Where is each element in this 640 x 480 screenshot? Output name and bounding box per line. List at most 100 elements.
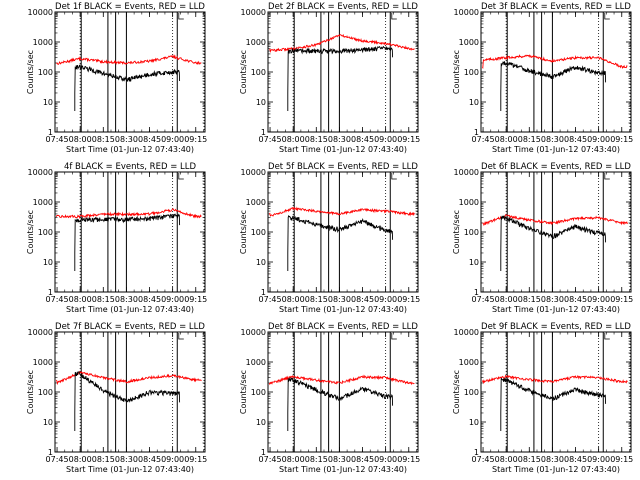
x-tick-label: 07:45 <box>259 295 282 304</box>
x-tick-label: 08:30 <box>541 135 564 144</box>
y-axis-label: Counts/sec <box>452 370 461 414</box>
y-tick-label: 10000 <box>241 168 266 177</box>
detector-panel: Det 5f BLACK = Events, RED = LLD 1 10 100 10… <box>239 162 420 314</box>
x-tick-label: 08:15 <box>305 135 328 144</box>
y-tick-label: 100 <box>464 68 479 77</box>
detector-panel: Det 6f BLACK = Events, RED = LLD 1 10 100 10… <box>452 162 633 314</box>
panel-title: Det 9f BLACK = Events, RED = LLD <box>481 322 631 332</box>
x-tick-label: 07:45 <box>46 135 69 144</box>
x-tick-label: 08:45 <box>351 455 374 464</box>
plot-frame <box>480 171 632 293</box>
plot-frame <box>267 11 419 133</box>
y-tick-label: 1 <box>48 448 53 457</box>
detector-panel: Det 7f BLACK = Events, RED = LLD 1 10 100 10… <box>26 322 207 474</box>
y-tick-label: 10 <box>469 98 479 107</box>
x-tick-label: 07:45 <box>472 455 495 464</box>
x-tick-label: 08:15 <box>92 455 115 464</box>
x-tick-label: 08:00 <box>495 135 518 144</box>
panel-title: Det 1f BLACK = Events, RED = LLD <box>55 2 205 12</box>
y-tick-label: 1 <box>474 128 479 137</box>
x-tick-label: 08:15 <box>518 295 541 304</box>
y-tick-label: 1000 <box>459 38 479 47</box>
events-series-line <box>74 371 181 431</box>
x-axis-label: Start Time (01-Jun-12 07:43:40) <box>492 465 620 474</box>
x-tick-label: 08:15 <box>518 135 541 144</box>
panel-title: Det 2f BLACK = Events, RED = LLD <box>268 2 418 12</box>
y-tick-label: 10000 <box>28 168 53 177</box>
x-tick-label: 08:45 <box>138 455 161 464</box>
y-tick-label: 1 <box>48 288 53 297</box>
x-tick-label: 08:30 <box>328 455 351 464</box>
events-series-line <box>500 61 607 111</box>
x-tick-label: 08:00 <box>69 295 92 304</box>
x-tick-label: 09:00 <box>587 295 610 304</box>
y-tick-label: 1000 <box>33 198 53 207</box>
panel-title: Det 7f BLACK = Events, RED = LLD <box>55 322 205 332</box>
marker-flag <box>604 173 610 180</box>
plot-frame <box>480 331 632 453</box>
x-tick-label: 08:30 <box>541 295 564 304</box>
y-tick-label: 1000 <box>246 38 266 47</box>
x-tick-label: 09:15 <box>184 295 207 304</box>
x-tick-label: 08:30 <box>328 295 351 304</box>
y-tick-label: 1000 <box>459 358 479 367</box>
x-tick-label: 07:45 <box>472 135 495 144</box>
marker-flag <box>178 173 184 180</box>
y-tick-label: 10000 <box>28 328 53 337</box>
marker-flag <box>178 333 184 340</box>
x-axis-label: Start Time (01-Jun-12 07:43:40) <box>66 305 194 314</box>
y-axis-label: Counts/sec <box>239 370 248 414</box>
lld-series-line <box>481 374 628 385</box>
x-tick-label: 08:15 <box>305 455 328 464</box>
y-tick-label: 1 <box>48 128 53 137</box>
x-tick-label: 08:45 <box>351 135 374 144</box>
y-axis-label: Counts/sec <box>452 210 461 254</box>
y-tick-label: 1 <box>474 448 479 457</box>
y-tick-label: 1000 <box>33 358 53 367</box>
x-tick-label: 08:45 <box>564 135 587 144</box>
events-series-line <box>74 213 181 271</box>
x-tick-label: 09:15 <box>397 455 420 464</box>
x-tick-label: 08:30 <box>328 135 351 144</box>
panel-title: Det 5f BLACK = Events, RED = LLD <box>268 162 418 172</box>
lld-series-line <box>55 54 202 66</box>
plot-frame <box>267 331 419 453</box>
x-tick-label: 08:30 <box>115 295 138 304</box>
y-tick-label: 10000 <box>28 8 53 17</box>
detector-panel: 4f BLACK = Events, RED = LLD 1 10 100 1000 10… <box>26 162 207 314</box>
y-tick-label: 10000 <box>241 328 266 337</box>
y-tick-label: 1000 <box>33 38 53 47</box>
y-axis-label: Counts/sec <box>452 50 461 94</box>
x-tick-label: 08:15 <box>305 295 328 304</box>
lld-series-line <box>269 33 415 53</box>
y-tick-label: 10 <box>43 418 53 427</box>
x-tick-label: 08:45 <box>564 455 587 464</box>
x-tick-label: 09:00 <box>161 455 184 464</box>
x-tick-label: 09:15 <box>184 135 207 144</box>
events-series-line <box>74 64 181 111</box>
x-axis-label: Start Time (01-Jun-12 07:43:40) <box>66 145 194 154</box>
x-tick-label: 09:00 <box>374 455 397 464</box>
x-tick-label: 08:00 <box>495 455 518 464</box>
x-tick-label: 07:45 <box>46 455 69 464</box>
x-tick-label: 08:30 <box>115 135 138 144</box>
y-tick-label: 10 <box>43 258 53 267</box>
x-tick-label: 09:15 <box>610 455 633 464</box>
panel-title: Det 3f BLACK = Events, RED = LLD <box>481 2 631 12</box>
x-tick-label: 08:30 <box>115 455 138 464</box>
y-tick-label: 10 <box>469 418 479 427</box>
x-tick-label: 09:00 <box>374 135 397 144</box>
x-tick-label: 08:45 <box>138 135 161 144</box>
lld-series-line <box>482 214 628 226</box>
x-tick-label: 09:15 <box>184 455 207 464</box>
marker-flag <box>391 333 397 340</box>
x-axis-label: Start Time (01-Jun-12 07:43:40) <box>279 145 407 154</box>
y-tick-label: 10 <box>469 258 479 267</box>
x-tick-label: 07:45 <box>259 135 282 144</box>
x-tick-label: 08:30 <box>541 455 564 464</box>
x-tick-label: 09:15 <box>397 135 420 144</box>
detector-panel: Det 1f BLACK = Events, RED = LLD 1 10 100 10… <box>26 2 207 154</box>
y-axis-label: Counts/sec <box>239 210 248 254</box>
y-tick-label: 100 <box>251 68 266 77</box>
